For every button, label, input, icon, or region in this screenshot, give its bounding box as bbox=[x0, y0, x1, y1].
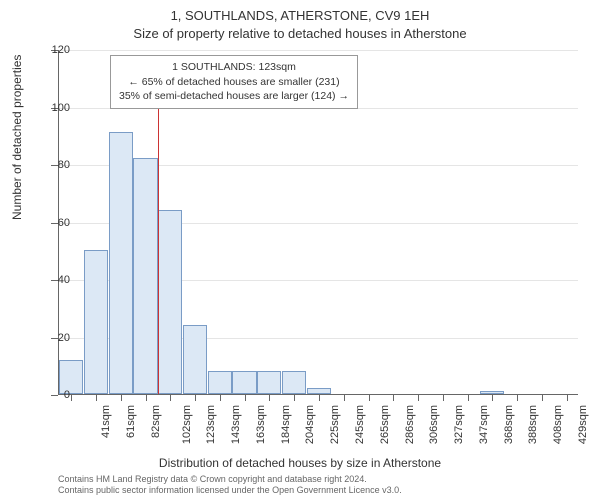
x-tick bbox=[220, 395, 221, 401]
annotation-box: 1 SOUTHLANDS: 123sqm← 65% of detached ho… bbox=[110, 55, 358, 109]
x-tick-label: 408sqm bbox=[552, 405, 564, 444]
histogram-bar bbox=[84, 250, 108, 394]
x-tick bbox=[517, 395, 518, 401]
x-tick-label: 184sqm bbox=[280, 405, 292, 444]
annotation-line3: 35% of semi-detached houses are larger (… bbox=[119, 89, 349, 104]
reference-line bbox=[158, 79, 159, 394]
x-tick bbox=[542, 395, 543, 401]
x-tick bbox=[146, 395, 147, 401]
histogram-bar bbox=[257, 371, 281, 394]
x-tick bbox=[96, 395, 97, 401]
x-tick-label: 327sqm bbox=[453, 405, 465, 444]
x-tick-label: 347sqm bbox=[478, 405, 490, 444]
y-tick-label: 80 bbox=[40, 159, 70, 171]
x-tick-label: 368sqm bbox=[503, 405, 515, 444]
x-tick-label: 204sqm bbox=[305, 405, 317, 444]
chart-title-line1: 1, SOUTHLANDS, ATHERSTONE, CV9 1EH bbox=[0, 8, 600, 23]
x-tick-label: 265sqm bbox=[379, 405, 391, 444]
y-tick-label: 100 bbox=[40, 102, 70, 114]
annotation-line1: 1 SOUTHLANDS: 123sqm bbox=[119, 60, 349, 75]
x-tick-label: 41sqm bbox=[100, 405, 112, 438]
x-tick-label: 163sqm bbox=[255, 405, 267, 444]
x-tick-label: 306sqm bbox=[428, 405, 440, 444]
histogram-bar bbox=[480, 391, 504, 394]
x-tick bbox=[418, 395, 419, 401]
x-tick-label: 61sqm bbox=[125, 405, 137, 438]
x-tick-label: 245sqm bbox=[354, 405, 366, 444]
x-tick bbox=[344, 395, 345, 401]
histogram-bar bbox=[133, 158, 157, 394]
x-tick bbox=[468, 395, 469, 401]
x-tick bbox=[492, 395, 493, 401]
x-tick bbox=[319, 395, 320, 401]
footer-text: Contains HM Land Registry data © Crown c… bbox=[58, 474, 402, 497]
x-tick-label: 123sqm bbox=[206, 405, 218, 444]
x-tick bbox=[369, 395, 370, 401]
x-tick bbox=[195, 395, 196, 401]
histogram-bar bbox=[282, 371, 306, 394]
x-tick-label: 388sqm bbox=[527, 405, 539, 444]
x-tick bbox=[121, 395, 122, 401]
y-tick-label: 0 bbox=[40, 389, 70, 401]
y-tick-label: 60 bbox=[40, 217, 70, 229]
footer-line2: Contains public sector information licen… bbox=[58, 485, 402, 497]
x-tick bbox=[393, 395, 394, 401]
x-tick bbox=[294, 395, 295, 401]
y-tick-label: 40 bbox=[40, 274, 70, 286]
x-tick bbox=[170, 395, 171, 401]
y-tick-label: 120 bbox=[40, 44, 70, 56]
x-tick bbox=[443, 395, 444, 401]
x-tick-label: 286sqm bbox=[404, 405, 416, 444]
y-axis-title: Number of detached properties bbox=[10, 55, 24, 220]
histogram-bar bbox=[109, 132, 133, 394]
histogram-bar bbox=[208, 371, 232, 394]
annotation-line2: ← 65% of detached houses are smaller (23… bbox=[119, 75, 349, 90]
x-axis-title: Distribution of detached houses by size … bbox=[0, 456, 600, 470]
chart-container: 1, SOUTHLANDS, ATHERSTONE, CV9 1EH Size … bbox=[0, 0, 600, 500]
x-tick bbox=[567, 395, 568, 401]
x-tick-label: 102sqm bbox=[181, 405, 193, 444]
x-tick bbox=[71, 395, 72, 401]
histogram-bar bbox=[307, 388, 331, 394]
chart-title-line2: Size of property relative to detached ho… bbox=[0, 26, 600, 41]
x-tick bbox=[245, 395, 246, 401]
histogram-bar bbox=[232, 371, 256, 394]
x-tick-label: 429sqm bbox=[577, 405, 589, 444]
x-tick-label: 225sqm bbox=[329, 405, 341, 444]
x-tick bbox=[269, 395, 270, 401]
histogram-bar bbox=[183, 325, 207, 394]
gridline bbox=[59, 50, 578, 51]
y-tick-label: 20 bbox=[40, 332, 70, 344]
x-tick-label: 143sqm bbox=[230, 405, 242, 444]
x-tick-label: 82sqm bbox=[150, 405, 162, 438]
histogram-bar bbox=[158, 210, 182, 394]
footer-line1: Contains HM Land Registry data © Crown c… bbox=[58, 474, 402, 486]
